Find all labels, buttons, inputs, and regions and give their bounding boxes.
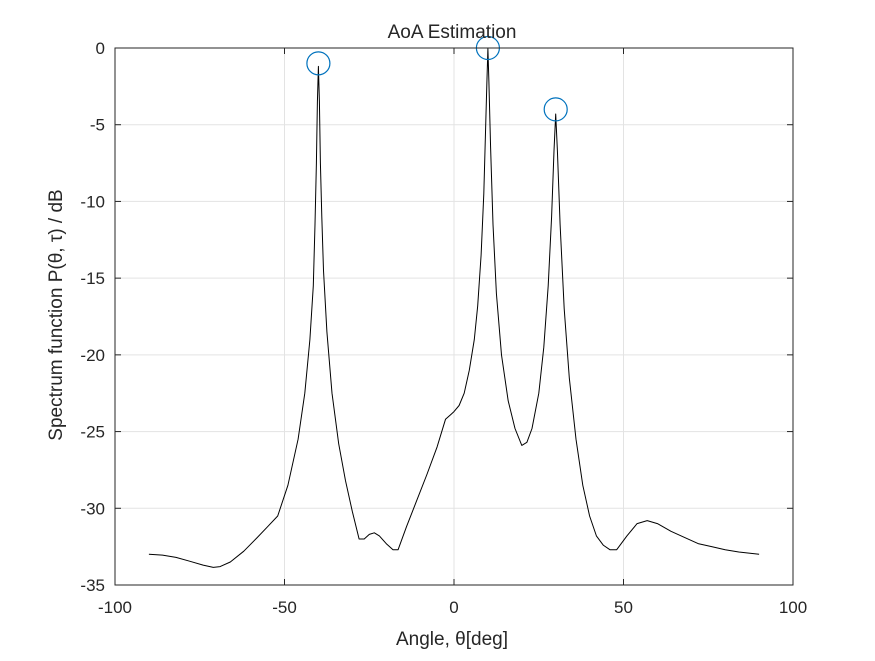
x-tick-label: -100 [98,598,132,617]
x-tick-label: -50 [272,598,297,617]
y-tick-label: -15 [80,269,105,288]
spectrum-line [148,48,760,568]
y-tick-label: -10 [80,192,105,211]
y-tick-label: 0 [96,39,105,58]
y-tick-label: -30 [80,499,105,518]
y-tick-label: -35 [80,576,105,595]
x-tick-label: 50 [614,598,633,617]
y-tick-label: -25 [80,423,105,442]
x-tick-label: 0 [449,598,458,617]
y-tick-label: -5 [90,116,105,135]
y-tick-label: -20 [80,346,105,365]
x-tick-label: 100 [779,598,807,617]
peak-marker [306,51,331,76]
chart-title: AoA Estimation [388,22,517,43]
peak-marker [543,97,568,122]
y-axis-label: Spectrum function P(θ, τ) / dB [46,189,67,440]
axis-ticks: -100 -50 0 50 100 0 -5 -10 -15 -20 -25 -30 -35 [80,39,807,617]
x-axis-label: Angle, θ[deg] [396,629,508,650]
